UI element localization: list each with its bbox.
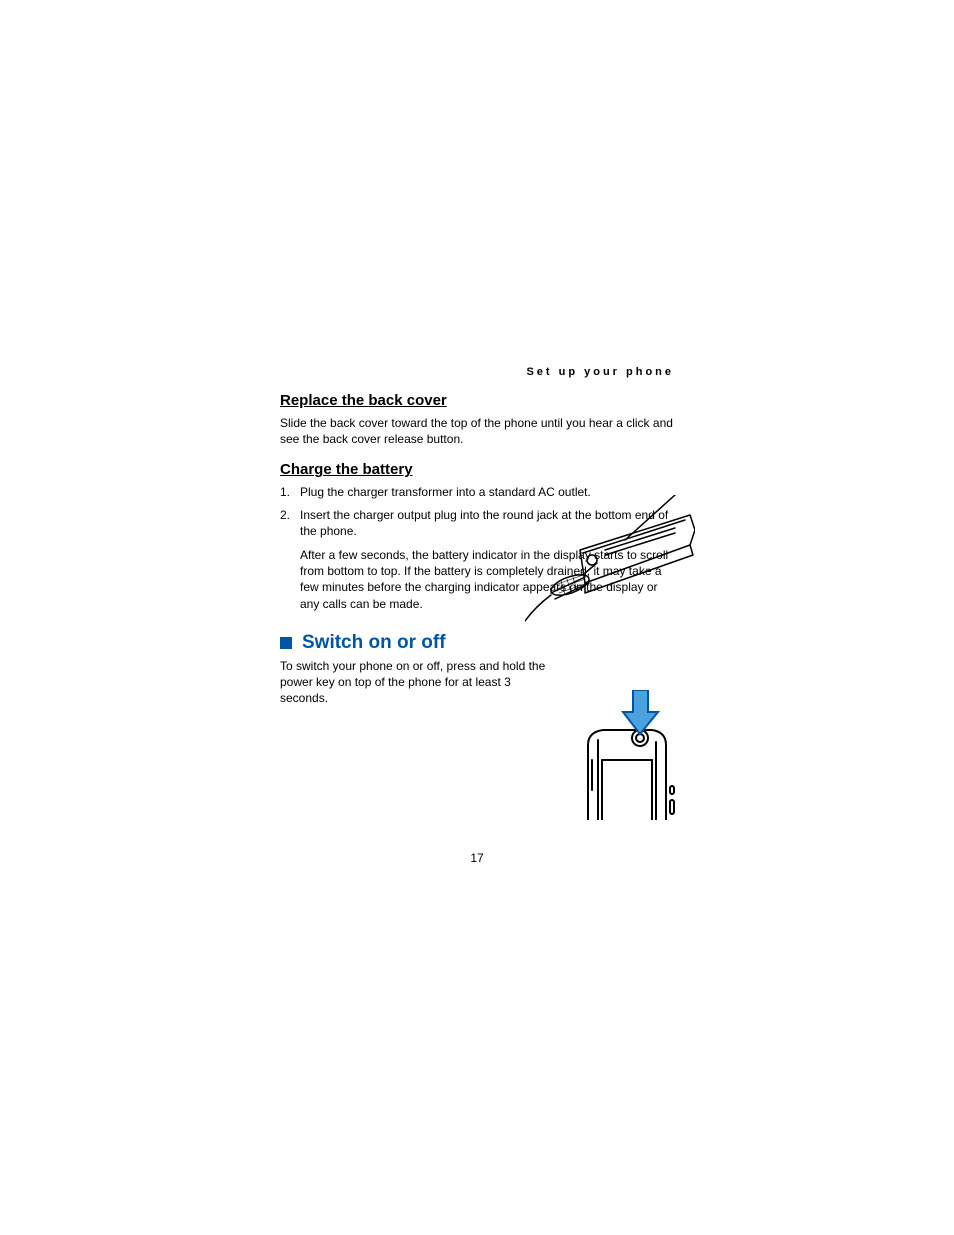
step-number: 2.	[280, 507, 300, 620]
section-title-switch: Switch on or off	[302, 632, 446, 654]
text-switch: To switch your phone on or off, press an…	[280, 658, 560, 707]
manual-page: Set up your phone Replace the back cover…	[0, 0, 954, 1235]
running-head: Set up your phone	[526, 366, 674, 378]
heading-charge-battery: Charge the battery	[280, 461, 680, 478]
step-number: 1.	[280, 484, 300, 500]
figure-power-key-icon	[578, 690, 678, 820]
bullet-square-icon	[280, 637, 292, 649]
figure-charger-icon	[525, 495, 695, 635]
heading-replace-cover: Replace the back cover	[280, 392, 680, 409]
text-replace-cover: Slide the back cover toward the top of t…	[280, 415, 680, 447]
page-number: 17	[0, 851, 954, 865]
